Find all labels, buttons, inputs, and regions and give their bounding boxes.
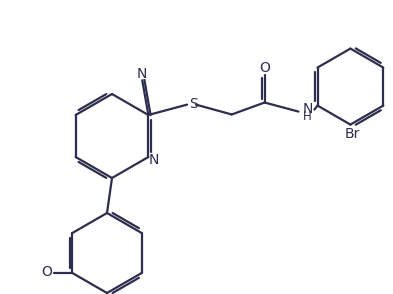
Text: N: N — [137, 66, 147, 81]
Text: H: H — [303, 110, 312, 123]
Text: Br: Br — [345, 127, 360, 141]
Text: O: O — [259, 61, 270, 74]
Text: N: N — [302, 101, 312, 116]
Text: N: N — [148, 153, 158, 167]
Text: S: S — [189, 97, 197, 111]
Text: O: O — [41, 265, 52, 279]
